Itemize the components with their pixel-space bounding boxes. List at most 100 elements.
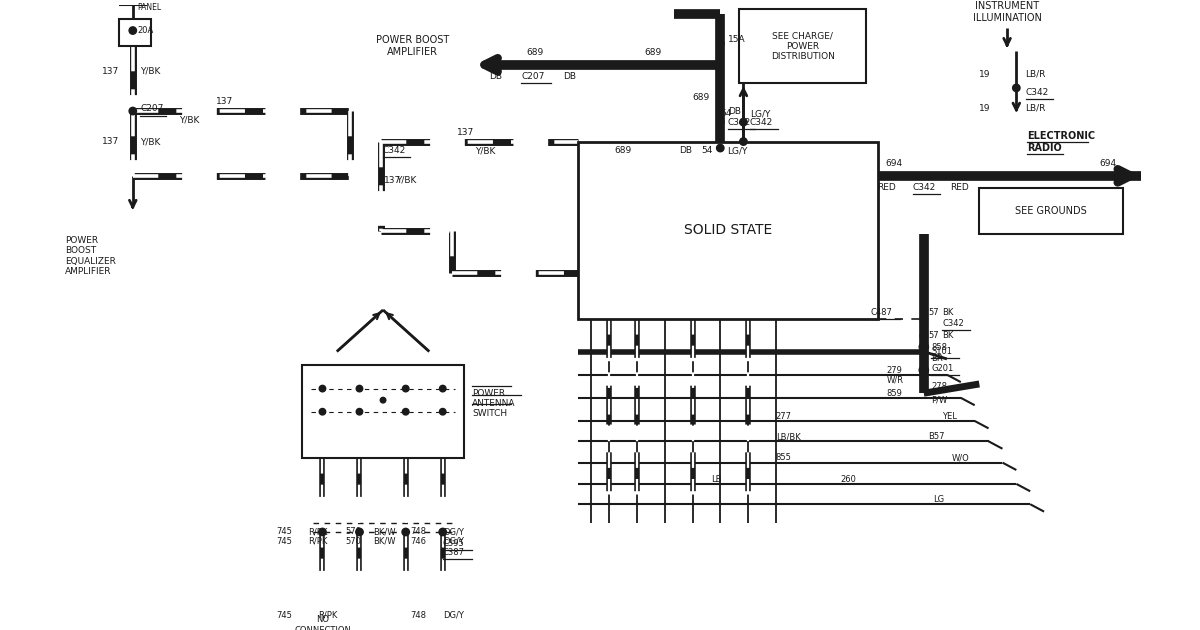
Circle shape — [355, 529, 364, 535]
Text: 858: 858 — [931, 343, 947, 352]
Circle shape — [919, 342, 929, 352]
Text: G201: G201 — [931, 364, 954, 373]
Text: NO
CONNECTION: NO CONNECTION — [294, 616, 350, 630]
Text: 859: 859 — [887, 389, 902, 398]
Text: 54: 54 — [702, 146, 713, 156]
Text: LG: LG — [934, 495, 944, 504]
Text: W/O: W/O — [952, 454, 970, 462]
Text: DB: DB — [488, 72, 502, 81]
Circle shape — [319, 529, 326, 535]
Text: P/W: P/W — [931, 395, 948, 404]
Circle shape — [716, 144, 724, 152]
Text: Y/BK: Y/BK — [179, 116, 199, 125]
Text: C342: C342 — [942, 319, 964, 328]
Text: Y/BK: Y/BK — [140, 137, 161, 146]
Circle shape — [920, 332, 928, 340]
Bar — [577, 142, 877, 319]
Circle shape — [739, 138, 748, 146]
Text: 748: 748 — [410, 527, 426, 537]
Text: LG/Y: LG/Y — [727, 146, 748, 156]
Circle shape — [402, 386, 409, 392]
Bar — [979, 188, 1123, 234]
Circle shape — [402, 529, 409, 535]
Bar — [119, 18, 151, 46]
Text: C342: C342 — [750, 118, 773, 127]
Text: 748: 748 — [410, 610, 426, 620]
Text: 260: 260 — [840, 475, 857, 484]
Text: 570: 570 — [346, 527, 361, 537]
Text: S101: S101 — [931, 347, 953, 356]
Text: R/PK: R/PK — [308, 527, 328, 537]
Text: 19: 19 — [979, 69, 991, 79]
Text: LB: LB — [712, 475, 721, 484]
Text: C207: C207 — [140, 104, 163, 113]
Text: 689: 689 — [644, 49, 661, 57]
Text: 278: 278 — [931, 382, 947, 391]
Text: BK: BK — [942, 308, 954, 318]
Bar — [302, 365, 464, 458]
Text: LB/R: LB/R — [1026, 104, 1046, 113]
Text: 137: 137 — [456, 128, 474, 137]
Bar — [739, 9, 866, 83]
Text: SOLID STATE: SOLID STATE — [684, 224, 772, 238]
Text: INSTRUMENT
ILLUMINATION: INSTRUMENT ILLUMINATION — [973, 1, 1042, 23]
Circle shape — [439, 408, 446, 415]
Circle shape — [439, 386, 446, 392]
Text: DB: DB — [563, 72, 576, 81]
Text: C342: C342 — [1026, 88, 1049, 97]
Text: R/PK: R/PK — [308, 537, 328, 546]
Text: 694: 694 — [1099, 159, 1117, 168]
Circle shape — [380, 398, 386, 403]
Circle shape — [716, 118, 724, 126]
Text: BK: BK — [942, 331, 954, 340]
Text: C387: C387 — [443, 548, 464, 557]
Circle shape — [319, 408, 325, 415]
Text: C395: C395 — [443, 539, 464, 547]
Text: Y/BK: Y/BK — [140, 67, 161, 76]
Text: Y/BK: Y/BK — [396, 176, 416, 185]
Text: SEE GROUNDS: SEE GROUNDS — [1015, 206, 1087, 216]
Text: 277: 277 — [775, 412, 792, 421]
Text: 694: 694 — [884, 159, 902, 168]
Text: BK/W: BK/W — [373, 527, 396, 537]
Text: PANEL: PANEL — [138, 3, 162, 12]
Text: 137: 137 — [216, 97, 233, 106]
Circle shape — [356, 408, 362, 415]
Text: YEL: YEL — [942, 412, 958, 421]
Text: 137: 137 — [102, 137, 120, 146]
Text: C207: C207 — [521, 72, 545, 81]
Text: DB: DB — [727, 106, 740, 115]
Text: LB/BK: LB/BK — [775, 432, 800, 441]
Text: Y/BK: Y/BK — [475, 146, 496, 156]
Text: 137: 137 — [102, 67, 120, 76]
Text: LB/R: LB/R — [1026, 69, 1046, 79]
Text: BK/W: BK/W — [373, 537, 396, 546]
Text: 689: 689 — [526, 49, 544, 57]
Text: 689: 689 — [614, 146, 631, 156]
Text: LG/Y: LG/Y — [750, 110, 770, 118]
Circle shape — [919, 365, 929, 375]
Text: 57: 57 — [929, 331, 940, 340]
Text: 137: 137 — [384, 176, 402, 185]
Text: 54: 54 — [720, 110, 732, 118]
Text: 745: 745 — [276, 610, 292, 620]
Text: RED: RED — [877, 183, 896, 192]
Text: 20A: 20A — [138, 26, 154, 35]
Circle shape — [716, 40, 724, 47]
Circle shape — [739, 118, 748, 126]
Text: 745: 745 — [276, 527, 292, 537]
Text: POWER BOOST
AMPLIFIER: POWER BOOST AMPLIFIER — [376, 35, 449, 57]
Text: 57: 57 — [929, 308, 940, 318]
Text: DB: DB — [679, 146, 691, 156]
Text: R/PK: R/PK — [318, 610, 337, 620]
Text: BR: BR — [931, 355, 943, 364]
Text: DG/Y: DG/Y — [443, 527, 463, 537]
Text: 279: 279 — [887, 365, 902, 375]
Text: 689: 689 — [692, 93, 709, 101]
Circle shape — [356, 386, 362, 392]
Text: POWER
BOOST
EQUALIZER
AMPLIFIER: POWER BOOST EQUALIZER AMPLIFIER — [65, 236, 116, 276]
Text: 855: 855 — [775, 454, 792, 462]
Text: DG/Y: DG/Y — [443, 537, 463, 546]
Circle shape — [1013, 84, 1020, 91]
Circle shape — [130, 107, 137, 115]
